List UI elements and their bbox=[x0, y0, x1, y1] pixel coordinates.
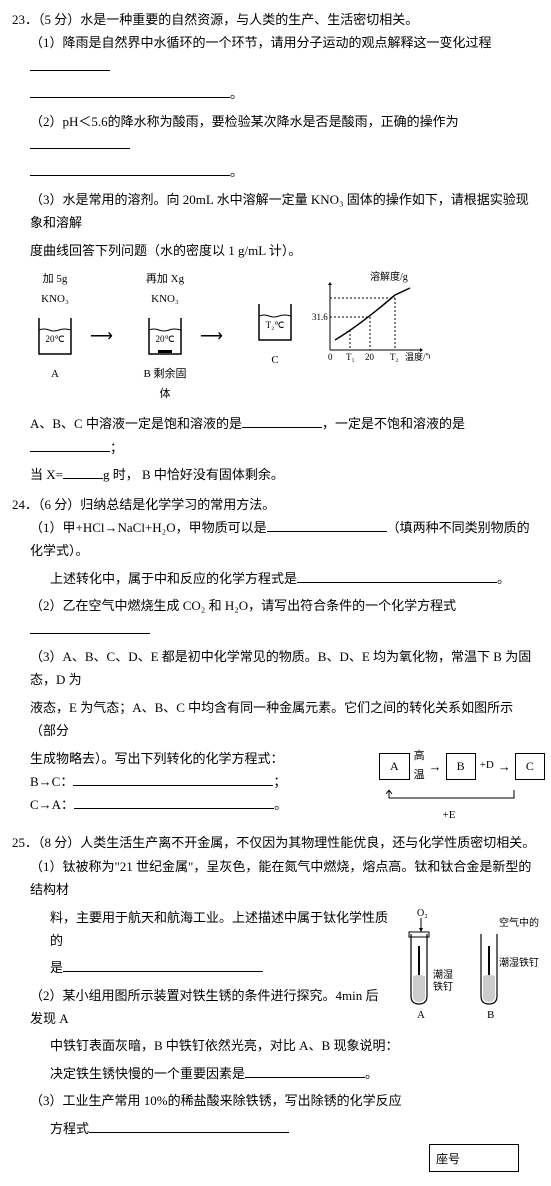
blank[interactable] bbox=[63, 465, 103, 479]
q25-sub3a: （3）工业生产常用 10%的稀盐酸来除铁锈，写出除锈的化学反应 bbox=[12, 1089, 539, 1112]
q23-sub3b: 度曲线回答下列问题（水的密度以 1 g/mL 计）。 bbox=[12, 239, 539, 262]
blank[interactable] bbox=[245, 1064, 365, 1078]
q24-sub2: （2）乙在空气中燃烧生成 CO₂ 和 H₂O，请写出符合条件的一个化学方程式 bbox=[12, 594, 539, 641]
beaker-b: 再加 Xg KNO₃ 20℃ B 剩余固体 bbox=[140, 270, 190, 405]
arrow-icon: ⟶ bbox=[90, 323, 130, 352]
svg-text:T₁: T₁ bbox=[346, 352, 355, 362]
q25-sub1a: （1）钛被称为"21 世纪金属"，呈灰色，能在氮气中燃烧，熔点高。钛和钛合金是新… bbox=[12, 855, 539, 902]
svg-text:O₂: O₂ bbox=[417, 908, 428, 919]
svg-text:T₂℃: T₂℃ bbox=[266, 320, 285, 330]
svg-text:20: 20 bbox=[365, 352, 375, 362]
blank[interactable] bbox=[297, 569, 497, 583]
blank[interactable] bbox=[267, 518, 387, 532]
q23-title: 23．（5 分）水是一种重要的自然资源，与人类的生产、生活密切相关。 bbox=[12, 8, 539, 31]
q23-sub1: （1）降雨是自然界中水循环的一个环节，请用分子运动的观点解释这一变化过程 bbox=[12, 31, 539, 78]
svg-text:潮湿: 潮湿 bbox=[433, 968, 453, 981]
arrow-icon: → bbox=[429, 755, 442, 778]
beaker-diagram: 加 5g KNO₃ 20℃ A ⟶ 再加 Xg KNO₃ 20℃ B 剩余固体 … bbox=[30, 270, 539, 405]
q23-fill1: A、B、C 中溶液一定是饱和溶液的是，一定是不饱和溶液的是； bbox=[12, 412, 539, 459]
seat-number-box[interactable]: 座号 bbox=[429, 1144, 519, 1172]
solubility-chart: 溶解度/g 31.6 0 T₁ 20 T₂ 温度/℃ bbox=[310, 270, 430, 372]
svg-text:B: B bbox=[487, 1009, 494, 1021]
q23-sub2: （2）pH＜5.6的降水称为酸雨，要检验某次降水是否是酸雨，正确的操作为 bbox=[12, 110, 539, 157]
blank[interactable] bbox=[30, 135, 130, 149]
svg-text:潮湿铁钉: 潮湿铁钉 bbox=[499, 956, 539, 969]
svg-text:20℃: 20℃ bbox=[155, 334, 174, 344]
q24-sub3b: 液态，E 为气态；A、B、C 中均含有同一种金属元素。它们之间的转化关系如图所示… bbox=[12, 696, 539, 743]
svg-text:溶解度/g: 溶解度/g bbox=[370, 270, 408, 283]
svg-text:31.6: 31.6 bbox=[312, 312, 328, 322]
q23-sub3a: （3）水是常用的溶剂。向 20mL 水中溶解一定量 KNO₃ 固体的操作如下，请… bbox=[12, 188, 539, 235]
question-23: 23．（5 分）水是一种重要的自然资源，与人类的生产、生活密切相关。 （1）降雨… bbox=[12, 8, 539, 487]
blank[interactable] bbox=[30, 620, 150, 634]
question-25: 25．（8 分）人类生活生产离不开金属，不仅因为其物理性能优良，还与化学性质密切… bbox=[12, 831, 539, 1172]
test-tube-diagram: O₂ 潮湿 铁钉 A 空气中的 潮湿铁钉 B bbox=[399, 906, 539, 1033]
q24-sub3a: （3）A、B、C、D、E 都是初中化学常见的物质。B、D、E 均为氧化物，常温下… bbox=[12, 645, 539, 692]
arrow-icon: → bbox=[498, 755, 511, 778]
blank[interactable] bbox=[30, 438, 110, 452]
blank[interactable] bbox=[30, 162, 230, 176]
svg-text:铁钉: 铁钉 bbox=[433, 980, 453, 993]
beaker-a: 加 5g KNO₃ 20℃ A bbox=[30, 270, 80, 385]
blank[interactable] bbox=[89, 1119, 289, 1133]
blank[interactable] bbox=[73, 772, 273, 786]
blank[interactable] bbox=[30, 84, 230, 98]
svg-text:T₂: T₂ bbox=[390, 352, 399, 362]
arrow-icon: ⟶ bbox=[200, 323, 240, 352]
q25-title: 25．（8 分）人类生活生产离不开金属，不仅因为其物理性能优良，还与化学性质密切… bbox=[12, 831, 539, 854]
q24-title: 24．（6 分）归纳总结是化学学习的常用方法。 bbox=[12, 493, 539, 516]
beaker-c: T₂℃ C bbox=[250, 270, 300, 371]
blank[interactable] bbox=[30, 57, 110, 71]
svg-text:温度/℃: 温度/℃ bbox=[405, 351, 430, 362]
svg-text:A: A bbox=[417, 1009, 425, 1021]
blank[interactable] bbox=[63, 958, 263, 972]
q23-fill2: 当 X=g 时， B 中恰好没有固体剩余。 bbox=[12, 463, 539, 486]
blank[interactable] bbox=[242, 414, 322, 428]
q24-sub1: （1）甲+HCl→NaCl+H₂O，甲物质可以是（填两种不同类别物质的化学式）。 bbox=[12, 516, 539, 563]
svg-text:0: 0 bbox=[328, 352, 333, 362]
blank[interactable] bbox=[74, 795, 274, 809]
svg-text:空气中的: 空气中的 bbox=[499, 916, 539, 929]
svg-text:20℃: 20℃ bbox=[45, 334, 64, 344]
question-24: 24．（6 分）归纳总结是化学学习的常用方法。 （1）甲+HCl→NaCl+H₂… bbox=[12, 493, 539, 826]
transform-diagram: A 高温 → B +D → C +E bbox=[359, 747, 539, 826]
